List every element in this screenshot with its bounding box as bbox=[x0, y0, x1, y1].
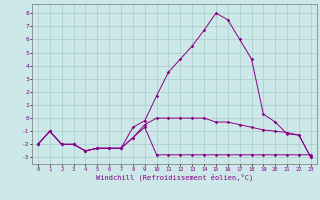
X-axis label: Windchill (Refroidissement éolien,°C): Windchill (Refroidissement éolien,°C) bbox=[96, 173, 253, 181]
